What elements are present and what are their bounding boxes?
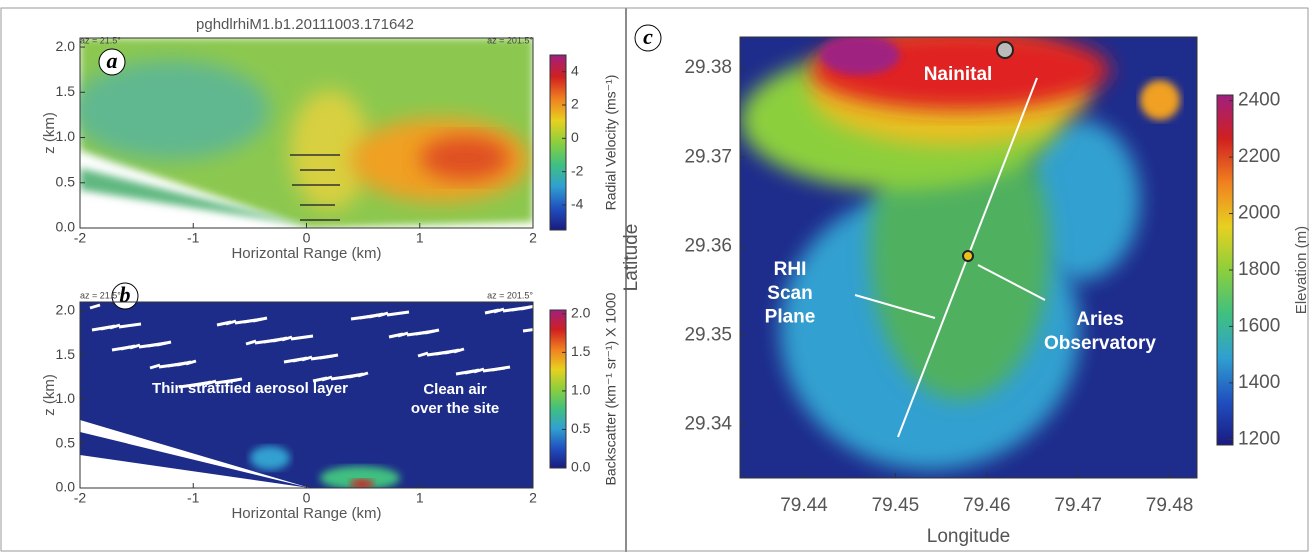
figure: a b c -2 -1 0 1 2 0.0 0.5 1.0 1.5 2.0 Horizontal R… bbox=[0, 0, 1310, 552]
x-tick-label: -2 bbox=[74, 490, 87, 506]
colorbar-tick-label: -4 bbox=[571, 196, 584, 212]
colorbar bbox=[550, 310, 566, 468]
x-tick-label: 79.44 bbox=[780, 495, 828, 516]
x-tick-label: 2 bbox=[529, 230, 537, 246]
y-tick-label: 29.35 bbox=[684, 324, 732, 345]
y-tick-label: 29.36 bbox=[684, 235, 732, 256]
annotation: az = 21.5° bbox=[80, 290, 121, 300]
colorbar-label: Backscatter (km⁻¹ sr⁻¹) X 1000 bbox=[603, 292, 619, 485]
colorbar-tick-label: 2000 bbox=[1238, 203, 1280, 224]
panel-label: b bbox=[120, 282, 131, 307]
y-tick-label: 29.34 bbox=[684, 414, 732, 435]
y-tick-label: 1.0 bbox=[56, 128, 76, 144]
y-tick-label: 0.0 bbox=[56, 219, 76, 235]
x-tick-label: 0 bbox=[303, 490, 311, 506]
colorbar-tick-label: 2.0 bbox=[571, 305, 591, 321]
colorbar-tick-label: 1.5 bbox=[571, 343, 591, 359]
x-tick-label: 0 bbox=[303, 230, 311, 246]
colorbar-tick-label: 1200 bbox=[1238, 428, 1280, 449]
x-tick-label: -1 bbox=[187, 230, 200, 246]
colorbar-tick-label: 0.5 bbox=[571, 420, 591, 436]
colorbar-tick-label: 1800 bbox=[1238, 259, 1280, 280]
field-c bbox=[740, 30, 1197, 478]
y-axis-label: z (km) bbox=[41, 374, 58, 416]
annotation: az = 21.5° bbox=[80, 35, 121, 45]
y-tick-label: 1.5 bbox=[56, 83, 76, 99]
x-tick-label: 1 bbox=[416, 490, 424, 506]
x-tick-label: -2 bbox=[74, 230, 87, 246]
y-tick-label: 29.38 bbox=[684, 57, 732, 78]
colorbar-label: Elevation (m) bbox=[1293, 226, 1310, 314]
y-axis-label: Latitude bbox=[621, 224, 642, 292]
x-tick-label: 2 bbox=[529, 490, 537, 506]
x-axis-label: Horizontal Range (km) bbox=[231, 245, 381, 262]
field-a bbox=[70, 38, 533, 228]
x-tick-label: 79.47 bbox=[1054, 495, 1102, 516]
colorbar-tick-label: 2 bbox=[571, 96, 579, 112]
y-tick-label: 1.5 bbox=[56, 346, 76, 362]
annotation: az = 201.5° bbox=[487, 35, 533, 45]
y-tick-label: 0.0 bbox=[56, 479, 76, 495]
x-tick-label: 79.48 bbox=[1146, 495, 1194, 516]
x-axis-label: Horizontal Range (km) bbox=[231, 505, 381, 522]
colorbar-tick-label: 4 bbox=[571, 62, 579, 78]
annotation: az = 201.5° bbox=[487, 290, 533, 300]
annotation: Thin stratified aerosol layer bbox=[152, 380, 348, 397]
colorbar-tick-label: 2200 bbox=[1238, 146, 1280, 167]
colorbar-tick-label: 0.0 bbox=[571, 459, 591, 475]
x-axis-label: Longitude bbox=[927, 526, 1010, 547]
colorbar-tick-label: 2400 bbox=[1238, 90, 1280, 111]
colorbar-label: Radial Velocity (ms⁻¹) bbox=[603, 75, 619, 211]
y-tick-label: 1.0 bbox=[56, 390, 76, 406]
y-axis-label: z (km) bbox=[41, 112, 58, 154]
panel-label: a bbox=[107, 48, 118, 73]
y-tick-label: 29.37 bbox=[684, 146, 732, 167]
x-tick-label: 1 bbox=[416, 230, 424, 246]
y-tick-label: 0.5 bbox=[56, 434, 76, 450]
panel-label: c bbox=[643, 24, 653, 49]
colorbar-tick-label: 0 bbox=[571, 129, 579, 145]
x-tick-label: 79.46 bbox=[963, 495, 1011, 516]
colorbar-tick-label: 1.0 bbox=[571, 382, 591, 398]
colorbar-tick-label: 1400 bbox=[1238, 372, 1280, 393]
y-tick-label: 0.5 bbox=[56, 173, 76, 189]
x-tick-label: 79.45 bbox=[872, 495, 920, 516]
y-tick-label: 2.0 bbox=[56, 302, 76, 318]
colorbar-tick-label: -2 bbox=[571, 162, 584, 178]
x-tick-label: -1 bbox=[187, 490, 200, 506]
chart-title: pghdlrhiM1.b1.20111003.171642 bbox=[196, 16, 414, 33]
y-tick-label: 2.0 bbox=[56, 38, 76, 54]
annotation: Nainital bbox=[924, 64, 993, 85]
colorbar bbox=[550, 55, 566, 230]
colorbar-tick-label: 1600 bbox=[1238, 315, 1280, 336]
